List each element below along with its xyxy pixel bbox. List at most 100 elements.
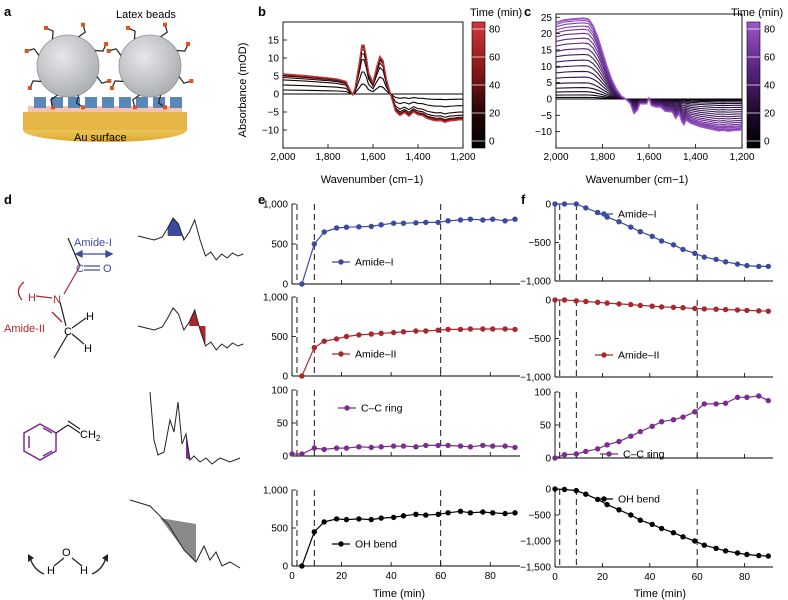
atom-h-alpha-2: H [84, 343, 92, 355]
f-legend-marker [606, 451, 612, 457]
f-data-point [734, 394, 741, 400]
bead-chain [96, 76, 110, 84]
c-ytick-label: −5 [541, 111, 553, 122]
f-data-point [616, 219, 622, 225]
b-xtick-label: 1,400 [405, 152, 430, 163]
f-data-point [744, 394, 750, 400]
chain-end-group [24, 49, 29, 53]
f-data-point [552, 297, 558, 303]
e-data-point [343, 224, 350, 230]
f-data-point [722, 400, 729, 406]
c-xlabel: Wavenumber (cm−1) [586, 174, 689, 186]
e-data-point [356, 444, 362, 450]
e-data-point [502, 443, 508, 449]
f-data-point [756, 552, 762, 559]
f-data-point [734, 550, 741, 556]
e-data-point [299, 451, 305, 457]
f-data-point [637, 428, 643, 435]
e-ytick-label: 500 [271, 332, 288, 343]
f-data-point [604, 300, 610, 306]
e-data-point [512, 444, 518, 451]
ring-mini-trace [149, 391, 241, 465]
e-xtick-label: 0 [289, 571, 295, 582]
f-data-point [744, 551, 750, 558]
e-data-point [368, 516, 374, 523]
f-data-point [670, 304, 677, 310]
bead-chain [26, 48, 40, 56]
colorbar-tick-label: 40 [764, 81, 776, 92]
chain-end-group [186, 42, 191, 46]
e-data-point [467, 326, 474, 332]
f-ytick-label: −1,000 [520, 277, 551, 288]
e-data-point [480, 326, 486, 332]
f-data-point [604, 501, 610, 508]
f-data-point [637, 302, 643, 309]
e-xtick-label: 60 [435, 571, 447, 582]
amide2-arrows [17, 281, 63, 323]
f-ytick-label: 100 [534, 388, 551, 399]
f-data-point [628, 224, 634, 230]
e-data-point [435, 442, 441, 449]
e-data-point [457, 326, 464, 333]
styrene-structure [23, 423, 57, 461]
e-data-point [423, 512, 429, 518]
f-ytick-label: 0 [545, 485, 551, 496]
f-data-point [628, 301, 634, 308]
chain-end-group [133, 105, 137, 110]
e-data-point [299, 281, 305, 287]
atom-n: N [53, 294, 61, 306]
bead-chain [111, 80, 124, 89]
chain-end-group [163, 22, 167, 27]
colorbar-tick-label: 80 [764, 25, 776, 36]
bead-chain [160, 24, 168, 38]
f-ytick-label: −500 [528, 334, 551, 345]
c-plot-area: 2,000 1,800 1,600 1,400 1,200 −10 −5 0 5 10 15 20 25 [535, 13, 755, 163]
f-data-point [744, 262, 750, 269]
atom-h-water-2: H [80, 565, 88, 577]
bead-chain [127, 27, 136, 40]
atom-o: O [103, 263, 112, 275]
f-legend-marker [601, 496, 607, 502]
f-data-point [573, 487, 579, 494]
f-data-point [658, 525, 665, 532]
c-ytick-label: 25 [541, 13, 553, 24]
e-data-point [400, 329, 407, 335]
f-legend-text: Amide–II [618, 350, 659, 362]
e-data-point [502, 326, 508, 332]
f-data-point [604, 442, 610, 448]
e-series-line [301, 510, 516, 567]
f-data-point [713, 545, 719, 551]
f-data-point [722, 548, 729, 554]
e-data-point [321, 446, 327, 453]
e-data-point [490, 216, 496, 222]
f-data-point [595, 299, 601, 305]
e-plot-area: 0 500 1,000 Amide–I 0 500 1,000 Amide–II 0 50 100 C… [263, 200, 520, 582]
f-data-point [701, 306, 707, 312]
f-xtick-label: 40 [644, 572, 656, 583]
panel-label-d: d [4, 192, 12, 207]
c-xtick-label: 1,600 [636, 152, 661, 163]
bead-chain [94, 43, 107, 52]
b-spectrum-line [282, 46, 463, 122]
e-data-point [333, 445, 340, 451]
e-data-point [435, 219, 441, 226]
bead-chain [78, 24, 86, 38]
f-data-point [765, 397, 771, 404]
au-surface-slab [23, 112, 187, 130]
f-data-point [628, 433, 634, 439]
bead-chain [132, 94, 140, 108]
amide-structure [35, 237, 100, 359]
linker-block [102, 97, 114, 108]
colorbar-tick-label: 80 [489, 25, 501, 36]
e-ytick-label: 100 [271, 386, 288, 397]
e-ytick-label: 0 [282, 372, 288, 383]
b-spectrum-line [282, 47, 463, 122]
e-data-point [480, 217, 486, 223]
f-legend-text: OH bend [618, 494, 660, 506]
f-data-point [583, 491, 589, 497]
f-data-point [722, 306, 729, 313]
e-data-point [512, 216, 518, 222]
chain-end-group [81, 22, 85, 27]
e-data-point [445, 326, 451, 333]
